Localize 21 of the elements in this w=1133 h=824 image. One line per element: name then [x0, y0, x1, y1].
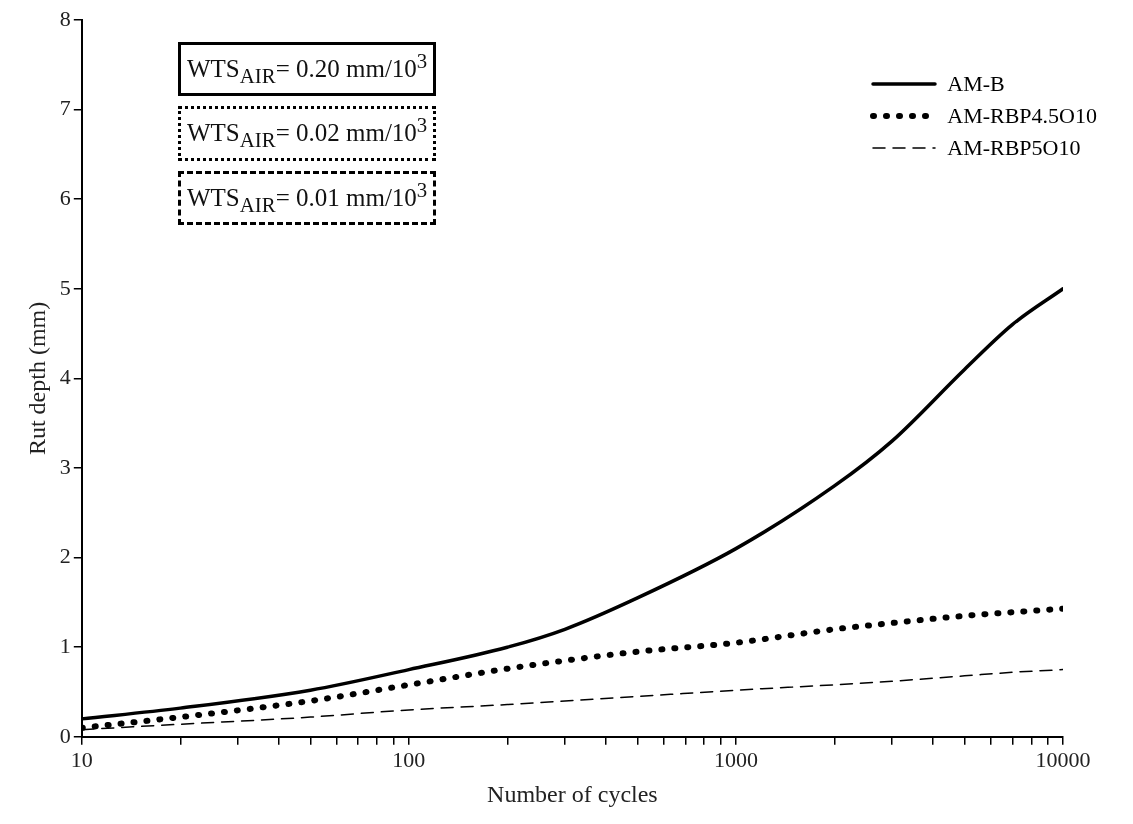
y-tick-label: 4 [59, 364, 71, 390]
y-tick-label: 8 [59, 5, 71, 31]
annotation: WTS$_{AIR}$= 0.02 mm/10$^{3}$ [178, 106, 437, 161]
legend-label: AM-B [947, 71, 1005, 97]
y-tick-label: 2 [59, 543, 71, 569]
y-axis-title: Rut depth (mm) [23, 301, 50, 456]
x-tick-label: 100 [392, 746, 426, 772]
annotation: WTS$_{AIR}$= 0.20 mm/10$^{3}$ [178, 42, 437, 97]
x-tick-label: 10000 [1035, 746, 1091, 772]
y-tick-label: 0 [59, 722, 71, 748]
y-tick-label: 5 [59, 274, 71, 300]
x-tick-label: 10 [70, 746, 93, 772]
legend-label: AM-RBP4.5O10 [947, 103, 1097, 129]
y-tick-label: 7 [59, 95, 71, 121]
y-tick-label: 1 [59, 632, 71, 658]
y-tick-label: 6 [59, 184, 71, 210]
legend-label: AM-RBP5O10 [947, 135, 1081, 161]
annotation: WTS$_{AIR}$= 0.01 mm/10$^{3}$ [178, 170, 437, 225]
x-axis-title: Number of cycles [487, 780, 658, 807]
x-tick-label: 1000 [713, 746, 758, 772]
y-tick-label: 3 [59, 453, 71, 479]
